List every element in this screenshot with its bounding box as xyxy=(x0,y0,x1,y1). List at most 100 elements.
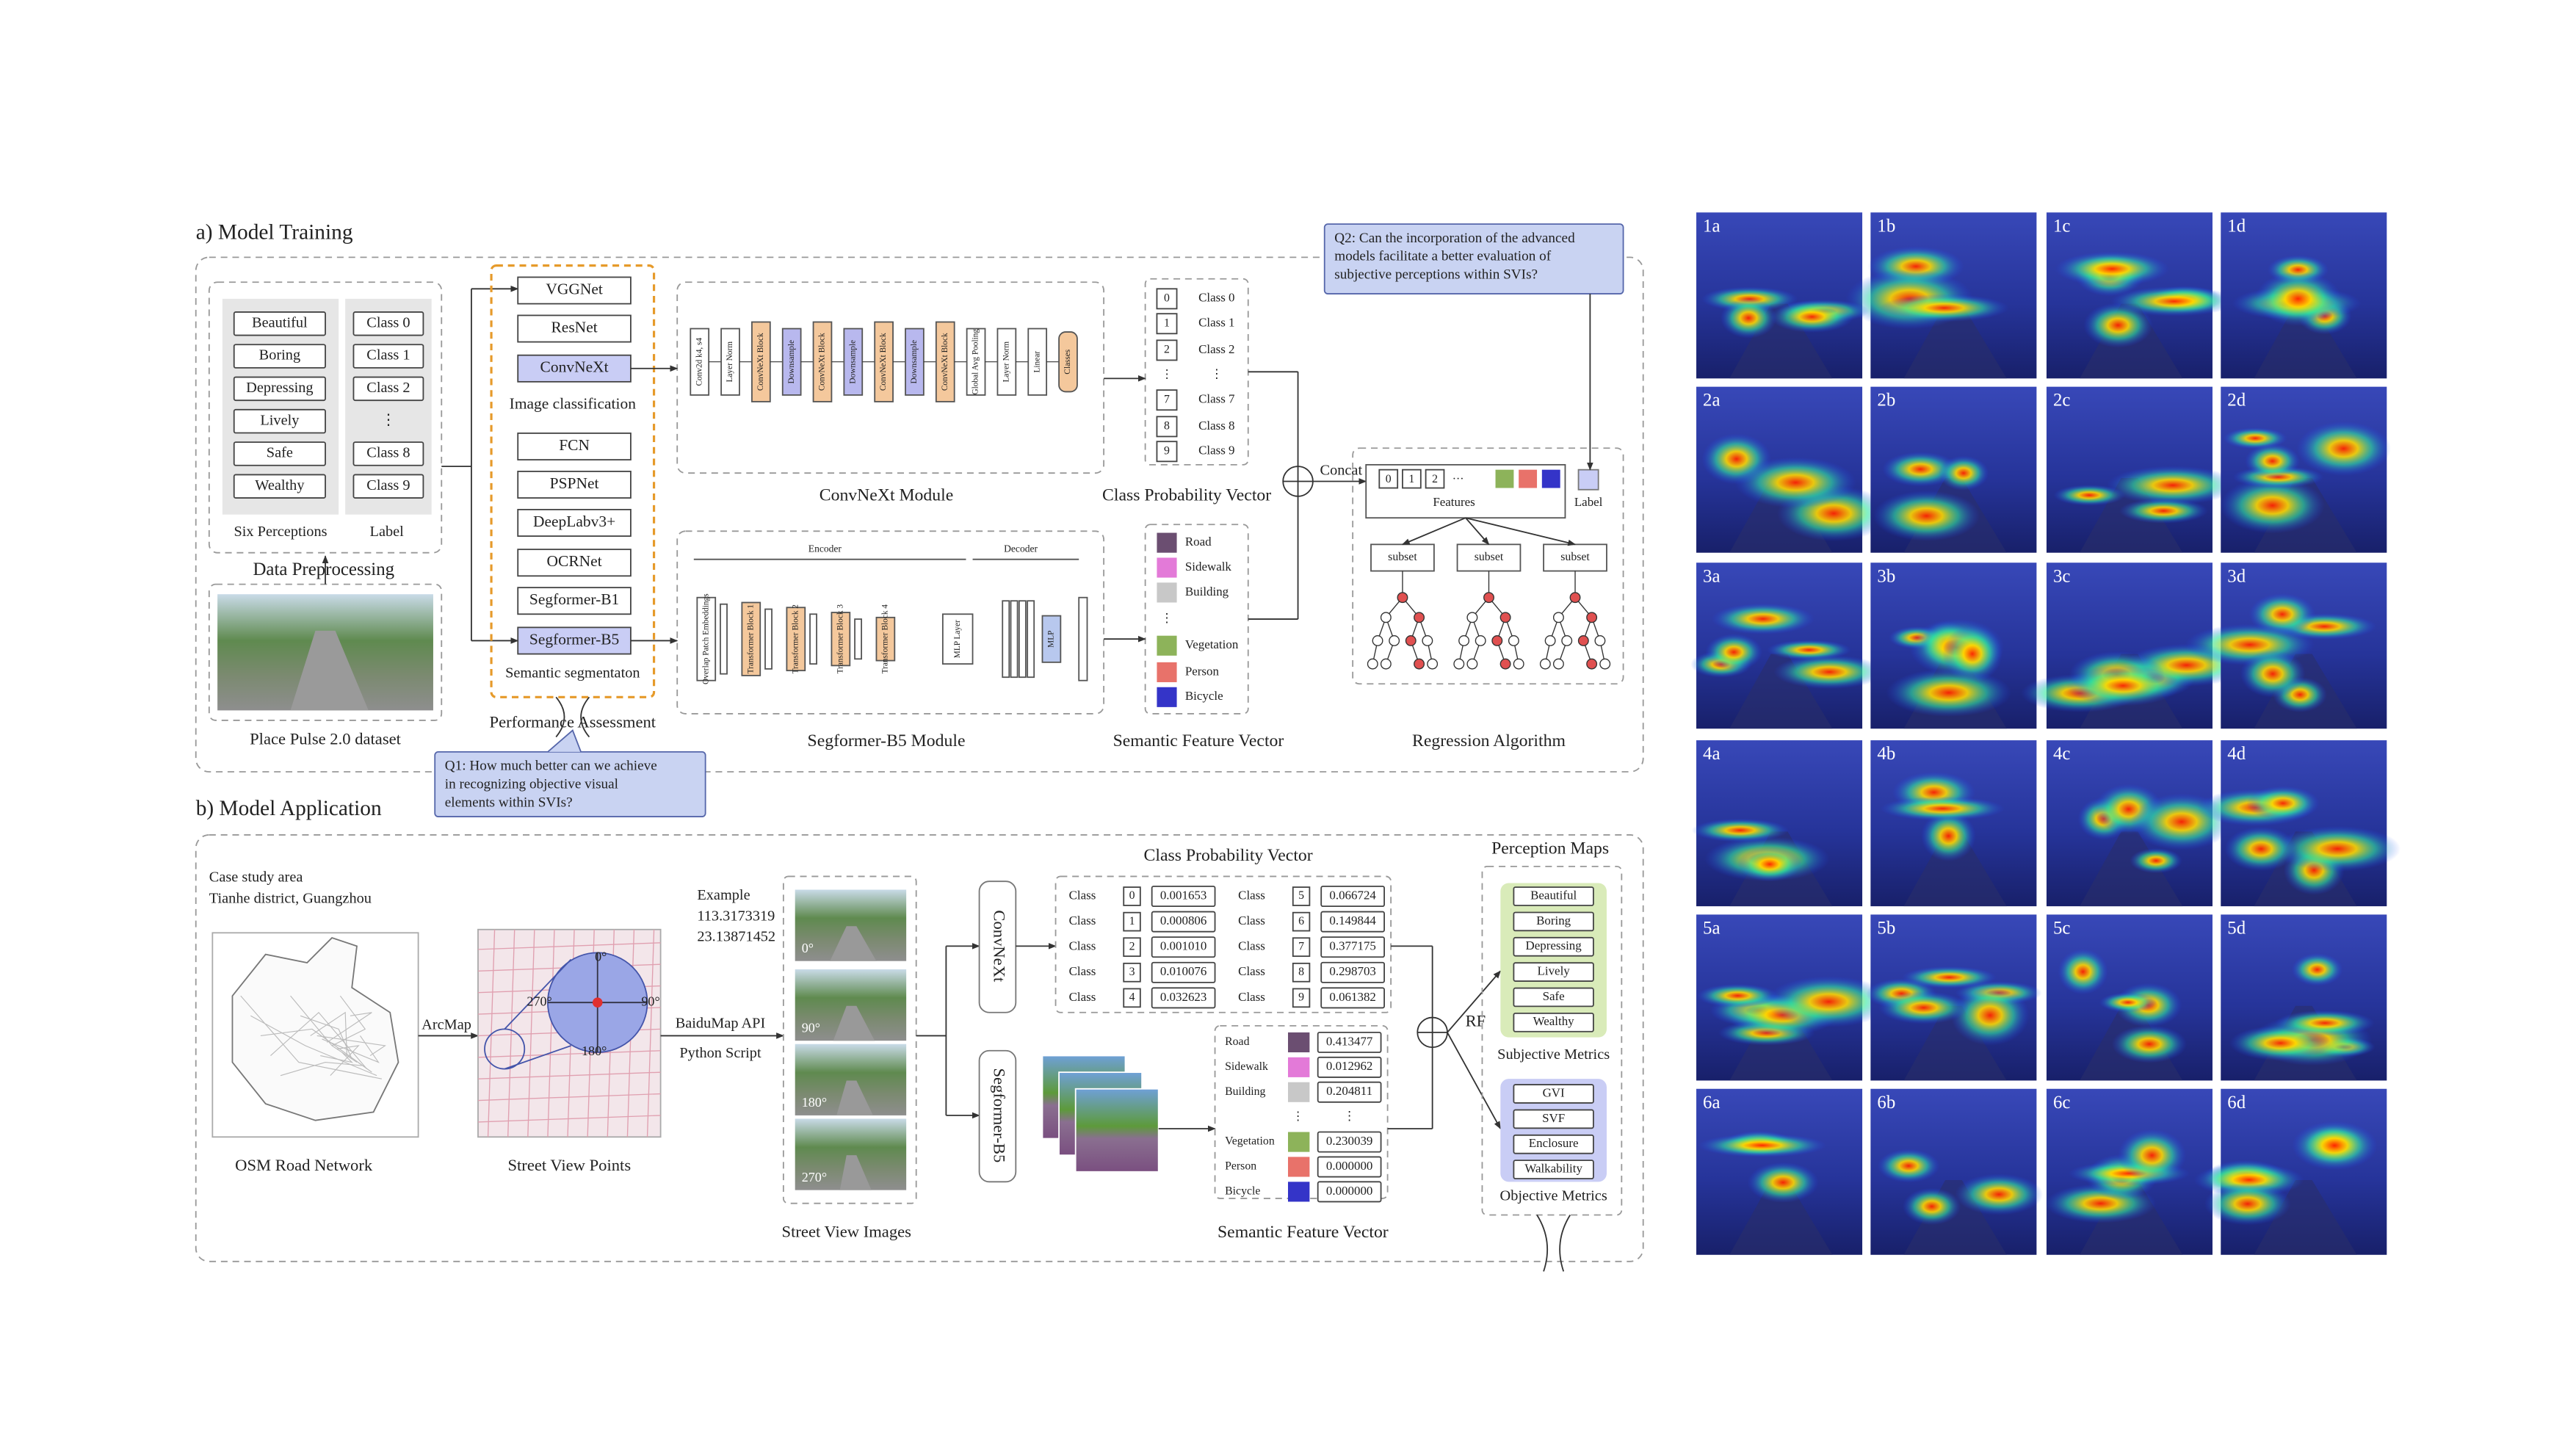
heatmap-label: 3a xyxy=(1703,566,1720,586)
index-box xyxy=(1156,389,1178,411)
layer xyxy=(874,321,894,402)
tree-node xyxy=(1491,635,1503,646)
class-name: Person xyxy=(1185,664,1220,678)
caption: ConvNeXt Module xyxy=(820,485,954,504)
caption: Segformer-B5 Module xyxy=(808,731,966,750)
heat-blob xyxy=(2106,466,2239,505)
heat-blob xyxy=(1902,966,1997,988)
connector xyxy=(547,728,582,753)
connector xyxy=(507,929,515,1137)
value: 0.230039 xyxy=(1326,1134,1373,1148)
class-word: Class xyxy=(1069,888,1096,902)
class-swatch xyxy=(1157,635,1177,656)
index-box xyxy=(1156,416,1178,438)
example: 23.13871452 xyxy=(697,929,775,945)
tool: BaiduMap API xyxy=(676,1015,766,1031)
heatmap-label: 1c xyxy=(2053,216,2070,236)
heat-blob xyxy=(2130,847,2182,874)
heat-blob xyxy=(1765,976,1892,1027)
layer xyxy=(720,603,728,675)
road-shadow xyxy=(2254,303,2357,379)
road xyxy=(833,1005,875,1041)
value: 0.066724 xyxy=(1329,888,1376,902)
heat-blob xyxy=(2117,1129,2187,1182)
value: 0.001010 xyxy=(1160,939,1207,953)
layer-label: Downsample xyxy=(848,340,857,384)
module-frame xyxy=(676,530,1105,715)
caption: Label xyxy=(1574,495,1603,509)
index: 7 xyxy=(1298,940,1304,952)
perception: Depressing xyxy=(246,380,313,396)
model: ConvNeXt xyxy=(540,358,609,376)
connector xyxy=(1465,517,1490,546)
feature-cell xyxy=(1378,469,1399,489)
class-name: Vegetation xyxy=(1225,1135,1275,1148)
section-title: a) Model Training xyxy=(196,220,353,244)
angle: 270° xyxy=(527,994,551,1008)
images-frame xyxy=(782,875,917,1204)
connector xyxy=(504,958,572,1030)
road-line xyxy=(326,1012,372,1043)
heatmap-label: 6c xyxy=(2053,1093,2070,1113)
class-name: Building xyxy=(1225,1085,1265,1098)
layer-label: Transformer Block 3 xyxy=(836,604,844,674)
layer-label: ConvNeXt Block xyxy=(756,333,765,391)
metric: Safe xyxy=(1543,989,1565,1003)
heat-blob xyxy=(2220,477,2325,534)
example: 113.3173319 xyxy=(697,908,775,924)
layer-label: MLP xyxy=(1047,631,1056,648)
caption: Semantic Feature Vector xyxy=(1218,1223,1389,1242)
layer-label: Overlap Patch Embeddings xyxy=(701,593,710,684)
class-word: Class xyxy=(1238,914,1265,927)
layer xyxy=(1058,331,1078,393)
heatmap-label: 4d xyxy=(2227,744,2246,764)
angle: 0° xyxy=(802,941,814,955)
angle: 0° xyxy=(595,949,607,963)
heat-blob xyxy=(1955,1173,2044,1215)
label-box xyxy=(352,376,424,402)
class-swatch xyxy=(1157,662,1177,682)
caption: Features xyxy=(1433,495,1475,509)
section-frame xyxy=(195,834,1644,1262)
section-frame xyxy=(195,256,1644,773)
class-swatch xyxy=(1157,557,1177,578)
heat-blob xyxy=(2274,825,2401,872)
model-box xyxy=(517,587,632,615)
class-label: Class 8 xyxy=(1198,419,1234,433)
heat-blob xyxy=(1878,991,1969,1024)
road xyxy=(290,630,369,711)
index-box xyxy=(1156,288,1178,310)
model-box xyxy=(517,433,632,460)
class-swatch xyxy=(1288,1057,1310,1077)
tree-node xyxy=(1577,635,1589,646)
question: elements within SVIs? xyxy=(445,795,573,810)
class-swatch xyxy=(1288,1032,1310,1053)
perception-box xyxy=(233,441,326,466)
heatmap-label: 6a xyxy=(1703,1093,1720,1113)
road-shadow xyxy=(1903,1005,2007,1081)
tree-node xyxy=(1458,635,1470,646)
layer xyxy=(696,596,717,681)
value: 0.061382 xyxy=(1329,990,1376,1004)
layer-label: ConvNeXt Block xyxy=(941,333,949,391)
class-label: Class 1 xyxy=(366,347,410,364)
index: 5 xyxy=(1298,889,1304,902)
study-area: Case study area xyxy=(209,869,303,885)
view-point xyxy=(592,997,603,1008)
metric: SVF xyxy=(1542,1111,1565,1125)
layer xyxy=(941,613,974,665)
connector xyxy=(477,1115,661,1123)
tree-node xyxy=(1586,612,1598,623)
tree-node xyxy=(1372,635,1383,646)
layer xyxy=(786,607,806,672)
heat-blob xyxy=(1950,985,2030,1046)
class-name: Building xyxy=(1185,585,1229,598)
metric: Lively xyxy=(1538,964,1571,978)
subset-box xyxy=(1543,543,1607,572)
layer xyxy=(741,601,761,676)
module-part: Decoder xyxy=(1004,543,1038,554)
model-frame xyxy=(490,264,656,698)
heatmap-label: 5d xyxy=(2227,918,2246,938)
tool: ArcMap xyxy=(422,1017,471,1033)
feature-index: 0 xyxy=(1386,473,1392,485)
